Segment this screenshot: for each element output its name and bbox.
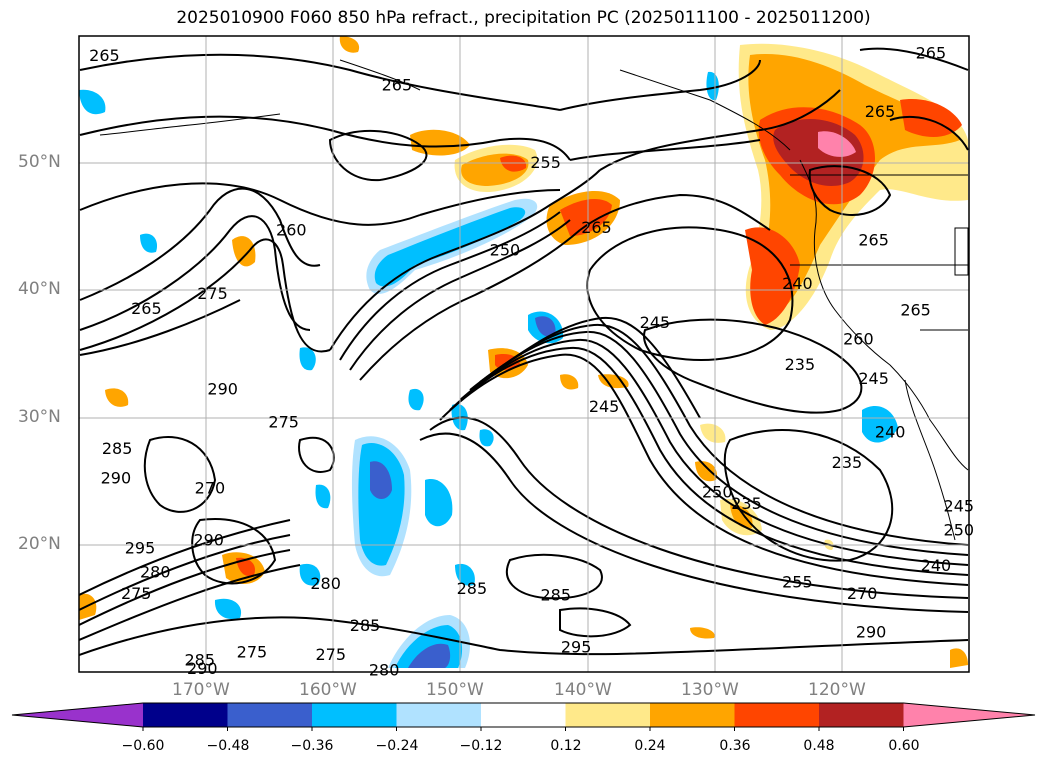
contour-label: 245 <box>944 496 975 515</box>
contour-label: 290 <box>193 531 224 550</box>
contour-label: 235 <box>785 355 816 374</box>
colorbar-tick: 0.24 <box>634 738 666 754</box>
refractivity-contours <box>79 47 969 656</box>
contour-label: 295 <box>561 638 592 657</box>
contour-label: 235 <box>731 494 762 513</box>
contour-label: 280 <box>369 660 400 679</box>
contour-label: 250 <box>702 482 733 501</box>
contour-label: 275 <box>315 645 346 664</box>
lon-label-140w: 140°W <box>554 680 612 700</box>
contour-label: 265 <box>900 300 931 319</box>
contour-label: 240 <box>782 274 813 293</box>
contour-label: 265 <box>916 44 947 63</box>
colorbar-tick: −0.12 <box>459 738 503 754</box>
lat-label-30n: 30°N <box>18 407 61 427</box>
colorbar-segment <box>312 703 397 727</box>
colorbar-segment <box>396 703 482 727</box>
contour-label: 285 <box>541 585 572 604</box>
contour-label: 290 <box>856 622 887 641</box>
colorbar-segment <box>12 703 143 727</box>
colorbar-segment <box>227 703 313 727</box>
colorbar-tick: −0.36 <box>290 738 334 754</box>
contour-label: 285 <box>457 579 488 598</box>
lat-label-40n: 40°N <box>18 279 61 299</box>
colorbar-segment <box>903 703 1035 727</box>
contour-label: 290 <box>207 379 238 398</box>
contour-label: 245 <box>640 313 671 332</box>
contour-label: 235 <box>832 453 863 472</box>
contour-label: 255 <box>782 573 813 592</box>
contour-label: 255 <box>530 153 561 172</box>
contour-label: 260 <box>843 330 874 349</box>
contour-label: 265 <box>89 46 120 65</box>
colorbar <box>11 702 1036 731</box>
gridlines <box>79 36 969 672</box>
contour-label: 280 <box>310 574 341 593</box>
contour-label: 245 <box>589 397 620 416</box>
contour-label: 240 <box>921 556 952 575</box>
contour-label: 285 <box>185 650 216 669</box>
contour-label: 270 <box>847 584 878 603</box>
colorbar-tick: 0.36 <box>719 738 751 754</box>
chart-title: 2025010900 F060 850 hPa refract., precip… <box>176 8 871 28</box>
map-frame <box>78 35 970 673</box>
colorbar-tick: −0.24 <box>375 738 419 754</box>
contour-label: 265 <box>131 299 162 318</box>
contour-label: 270 <box>195 479 226 498</box>
lon-label-120w: 120°W <box>808 680 866 700</box>
lat-label-20n: 20°N <box>18 534 61 554</box>
colorbar-segment <box>565 703 651 727</box>
contour-label: 265 <box>581 218 612 237</box>
contour-label: 290 <box>101 468 132 487</box>
contour-label: 285 <box>102 439 133 458</box>
contour-label: 275 <box>268 412 299 431</box>
contour-label: 295 <box>125 538 156 557</box>
contour-label: 275 <box>237 643 268 662</box>
lon-label-130w: 130°W <box>681 680 739 700</box>
colorbar-segment <box>650 703 735 727</box>
contour-label: 245 <box>858 369 889 388</box>
lat-label-50n: 50°N <box>18 152 61 172</box>
contour-label: 280 <box>140 563 171 582</box>
lon-label-150w: 150°W <box>426 680 484 700</box>
contour-label: 265 <box>865 102 896 121</box>
contour-label: 285 <box>350 616 381 635</box>
colorbar-tick: 0.48 <box>803 738 835 754</box>
colorbar-tick: −0.60 <box>121 738 165 754</box>
contour-label: 260 <box>276 220 307 239</box>
contour-label: 275 <box>121 584 152 603</box>
contour-label: 240 <box>875 423 906 442</box>
colorbar-tick: −0.48 <box>206 738 250 754</box>
contour-label: 275 <box>197 284 228 303</box>
coastlines <box>99 59 969 541</box>
lon-label-170w: 170°W <box>172 680 230 700</box>
contour-label: 265 <box>382 75 413 94</box>
colorbar-segment <box>143 703 228 727</box>
contour-label: 250 <box>944 521 975 540</box>
lon-label-160w: 160°W <box>299 680 357 700</box>
contour-label: 265 <box>858 231 889 250</box>
colorbar-segment <box>819 703 904 727</box>
contour-label: 250 <box>490 241 521 260</box>
contour-labels: 265 265 265 265 255 265 265 260 250 275 265 245 240 2… <box>89 44 975 680</box>
colorbar-segment <box>481 703 566 727</box>
contour-label: 290 <box>187 659 218 678</box>
colorbar-tick: 0.12 <box>550 738 582 754</box>
colorbar-tick: 0.60 <box>888 738 920 754</box>
colorbar-segment <box>734 703 820 727</box>
